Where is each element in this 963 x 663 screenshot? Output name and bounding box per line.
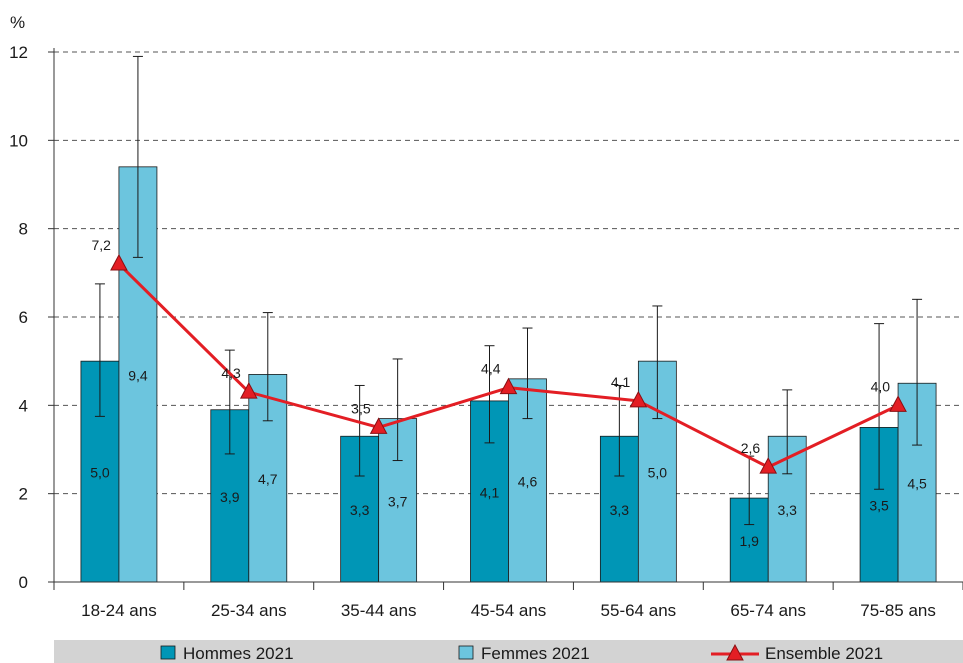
data-label-femmes: 4,5 <box>907 476 927 492</box>
data-label-femmes: 9,4 <box>128 367 148 383</box>
y-axis-unit: % <box>10 13 25 32</box>
legend-swatch-hommes <box>160 645 176 660</box>
data-label-ensemble: 4,0 <box>871 378 891 394</box>
data-label-hommes: 3,9 <box>220 489 240 505</box>
data-label-femmes: 3,7 <box>388 493 408 509</box>
data-label-hommes: 3,5 <box>869 498 889 514</box>
data-label-ensemble: 4,1 <box>611 374 631 390</box>
x-tick-label: 35-44 ans <box>341 601 417 620</box>
y-tick-label: 10 <box>9 131 28 150</box>
y-tick-label: 0 <box>19 573 28 592</box>
legend-label: Ensemble 2021 <box>765 644 883 663</box>
data-label-femmes: 4,6 <box>518 473 538 489</box>
x-tick-label: 55-64 ans <box>601 601 677 620</box>
legend-marker-ensemble <box>726 643 744 661</box>
data-label-hommes: 1,9 <box>739 533 759 549</box>
data-label-ensemble: 4,4 <box>481 361 501 377</box>
marker-ensemble <box>889 395 907 412</box>
data-label-ensemble: 2,6 <box>741 440 761 456</box>
data-label-femmes: 3,3 <box>777 502 797 518</box>
data-label-femmes: 5,0 <box>648 465 668 481</box>
legend-label: Hommes 2021 <box>183 644 294 663</box>
marker-ensemble <box>629 390 648 408</box>
marker-ensemble <box>369 417 388 434</box>
marker-ensemble <box>110 253 128 271</box>
data-label-ensemble: 3,5 <box>351 400 371 416</box>
data-label-hommes: 4,1 <box>480 484 500 500</box>
x-tick-label: 45-54 ans <box>471 601 547 620</box>
data-label-hommes: 5,0 <box>90 465 110 481</box>
x-tick-label: 65-74 ans <box>730 601 806 620</box>
y-tick-label: 8 <box>19 220 28 239</box>
y-tick-label: 2 <box>19 485 28 504</box>
data-label-ensemble: 4,3 <box>221 365 241 381</box>
x-tick-label: 25-34 ans <box>211 601 287 620</box>
marker-ensemble <box>759 457 778 474</box>
data-label-ensemble: 7,2 <box>91 237 111 253</box>
y-tick-label: 12 <box>9 43 28 62</box>
legend-swatch-femmes <box>458 645 474 660</box>
x-tick-label: 75-85 ans <box>860 601 936 620</box>
data-label-femmes: 4,7 <box>258 471 278 487</box>
x-tick-label: 18-24 ans <box>81 601 157 620</box>
legend-label: Femmes 2021 <box>481 644 590 663</box>
data-label-hommes: 3,3 <box>610 502 630 518</box>
y-tick-label: 6 <box>19 308 28 327</box>
y-tick-label: 4 <box>19 396 28 415</box>
marker-ensemble <box>499 377 518 395</box>
data-label-hommes: 3,3 <box>350 502 370 518</box>
marker-ensemble <box>239 382 258 399</box>
